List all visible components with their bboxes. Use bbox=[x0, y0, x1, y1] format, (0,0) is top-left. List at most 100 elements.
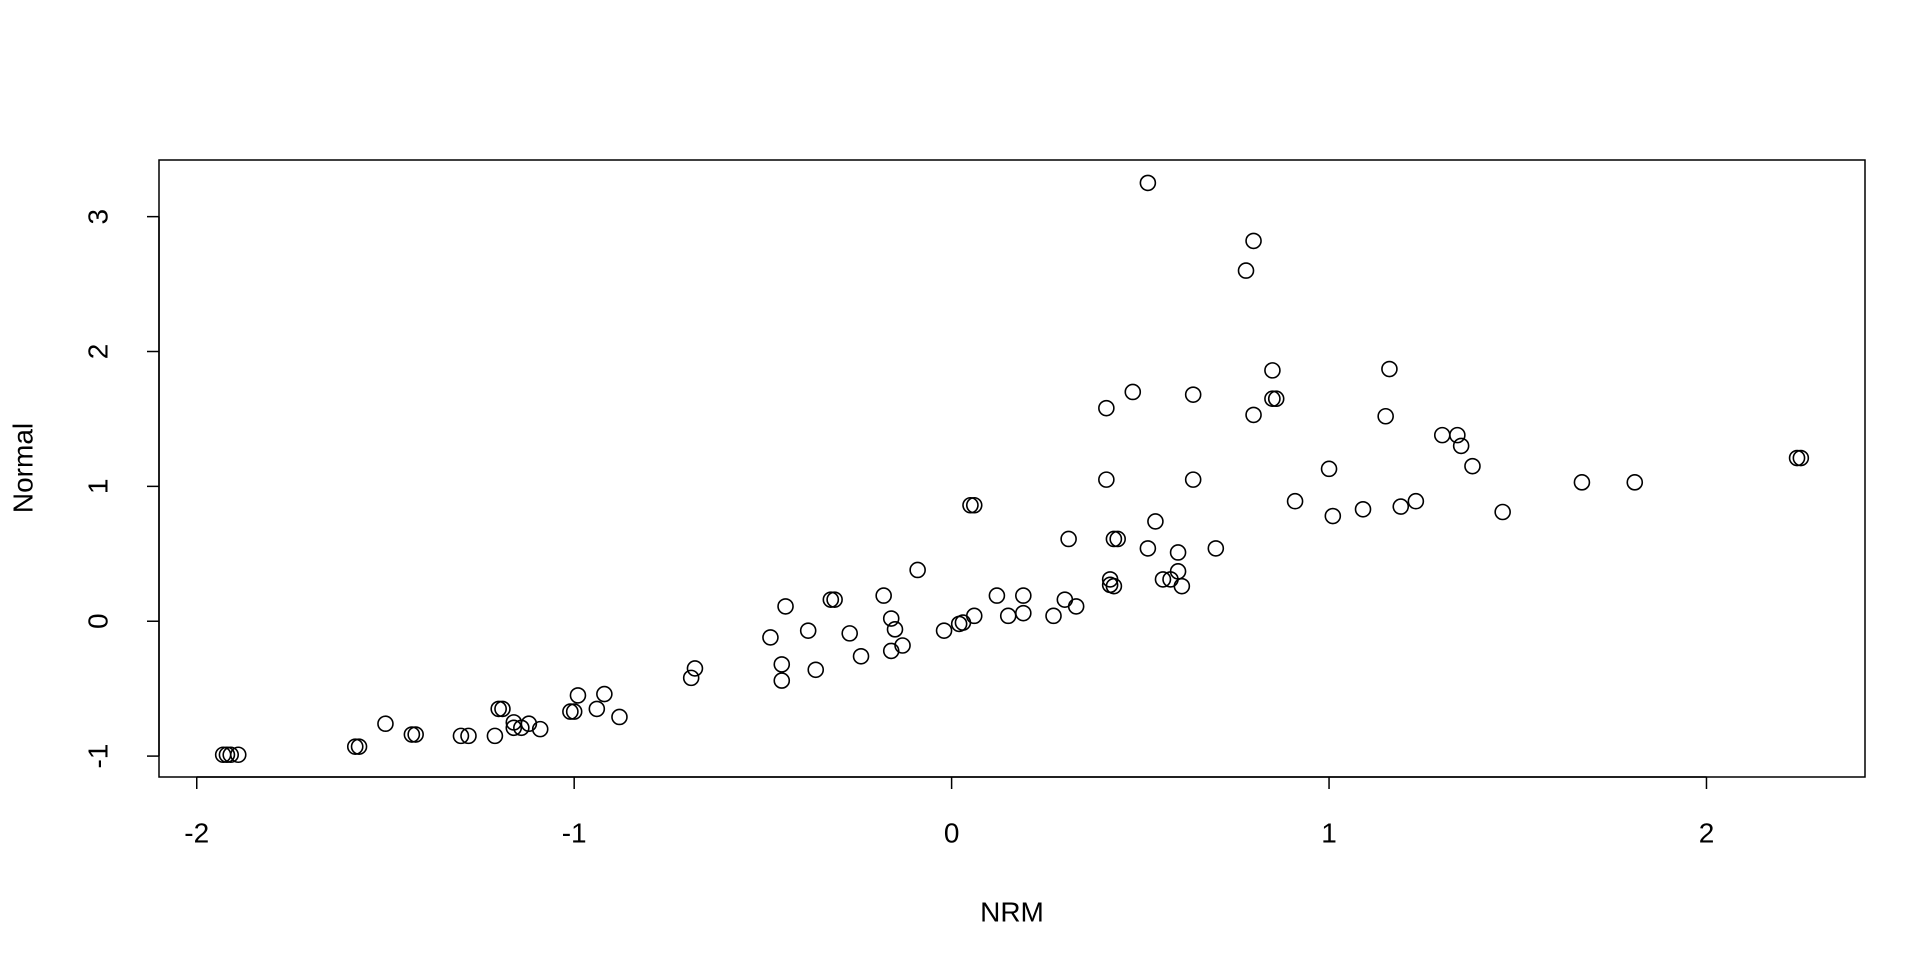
point bbox=[596, 685, 613, 703]
x-axis-label: NRM bbox=[980, 896, 1044, 927]
point bbox=[1015, 604, 1032, 622]
point bbox=[1264, 362, 1281, 379]
point bbox=[875, 587, 892, 604]
point bbox=[762, 629, 779, 646]
point bbox=[1105, 577, 1123, 595]
point bbox=[460, 727, 477, 745]
point bbox=[1407, 492, 1425, 510]
point bbox=[1184, 471, 1202, 488]
point bbox=[1788, 449, 1806, 467]
point bbox=[1267, 390, 1285, 408]
point bbox=[1245, 406, 1262, 424]
point bbox=[1154, 571, 1172, 588]
y-tick-label: 3 bbox=[82, 209, 113, 225]
point bbox=[841, 625, 859, 642]
point bbox=[1105, 530, 1123, 548]
point bbox=[777, 598, 794, 615]
point bbox=[1045, 607, 1062, 625]
point bbox=[1494, 503, 1511, 521]
point bbox=[520, 715, 538, 733]
point bbox=[1626, 474, 1644, 491]
point bbox=[1286, 492, 1304, 510]
point bbox=[1207, 540, 1225, 557]
point bbox=[1449, 426, 1466, 444]
point bbox=[954, 614, 972, 631]
point bbox=[222, 746, 240, 764]
point bbox=[682, 669, 700, 687]
y-tick-label: -1 bbox=[82, 744, 113, 769]
point bbox=[1320, 460, 1338, 478]
x-tick-label: -2 bbox=[184, 817, 209, 848]
point bbox=[1433, 426, 1451, 444]
point bbox=[807, 661, 825, 679]
point bbox=[1392, 498, 1410, 515]
x-tick-label: 0 bbox=[944, 817, 960, 848]
point bbox=[1109, 530, 1126, 548]
point bbox=[229, 746, 247, 764]
point bbox=[565, 703, 583, 720]
point bbox=[1173, 577, 1191, 595]
y-tick-label: 2 bbox=[82, 344, 113, 360]
point bbox=[1139, 540, 1157, 557]
point bbox=[1056, 591, 1074, 608]
point bbox=[513, 719, 530, 737]
point bbox=[773, 656, 791, 673]
point bbox=[611, 708, 628, 726]
point bbox=[965, 496, 983, 514]
point bbox=[218, 746, 236, 764]
point bbox=[490, 700, 507, 718]
point bbox=[1381, 360, 1398, 378]
point bbox=[588, 700, 606, 718]
point bbox=[935, 622, 953, 639]
point bbox=[1264, 390, 1281, 408]
point bbox=[822, 591, 840, 608]
point bbox=[486, 727, 504, 745]
point bbox=[999, 607, 1017, 625]
point bbox=[1060, 530, 1077, 548]
point bbox=[852, 647, 870, 665]
point bbox=[886, 621, 904, 638]
point bbox=[773, 672, 791, 689]
point bbox=[909, 561, 926, 579]
point bbox=[1464, 457, 1481, 475]
point bbox=[826, 591, 843, 608]
point bbox=[531, 720, 549, 738]
point bbox=[1139, 174, 1157, 192]
point bbox=[407, 726, 424, 743]
point bbox=[377, 715, 394, 733]
point bbox=[569, 687, 587, 704]
point bbox=[882, 642, 900, 660]
point bbox=[494, 700, 511, 718]
point bbox=[686, 660, 704, 677]
point bbox=[452, 727, 470, 745]
point bbox=[350, 738, 368, 755]
point bbox=[894, 637, 911, 654]
point bbox=[1452, 437, 1470, 455]
point bbox=[505, 719, 523, 737]
point bbox=[562, 703, 579, 720]
point bbox=[403, 726, 421, 743]
x-tick-label: -1 bbox=[562, 817, 587, 848]
point bbox=[1377, 407, 1394, 425]
point bbox=[882, 610, 900, 627]
point bbox=[1169, 544, 1187, 561]
point bbox=[1573, 474, 1591, 491]
point bbox=[965, 607, 983, 625]
point bbox=[1237, 262, 1255, 279]
point bbox=[1098, 399, 1115, 417]
y-tick-label: 0 bbox=[82, 613, 113, 629]
point bbox=[1124, 383, 1142, 401]
point bbox=[1354, 500, 1372, 518]
point bbox=[1098, 471, 1115, 488]
point bbox=[962, 496, 979, 514]
point bbox=[1067, 598, 1085, 615]
point bbox=[1324, 507, 1342, 525]
point bbox=[1792, 449, 1810, 467]
x-tick-label: 2 bbox=[1699, 817, 1715, 848]
plot-box bbox=[158, 159, 1866, 778]
point bbox=[988, 587, 1006, 604]
point bbox=[799, 622, 817, 639]
y-axis-label: Normal bbox=[7, 423, 38, 513]
point bbox=[1184, 386, 1202, 403]
